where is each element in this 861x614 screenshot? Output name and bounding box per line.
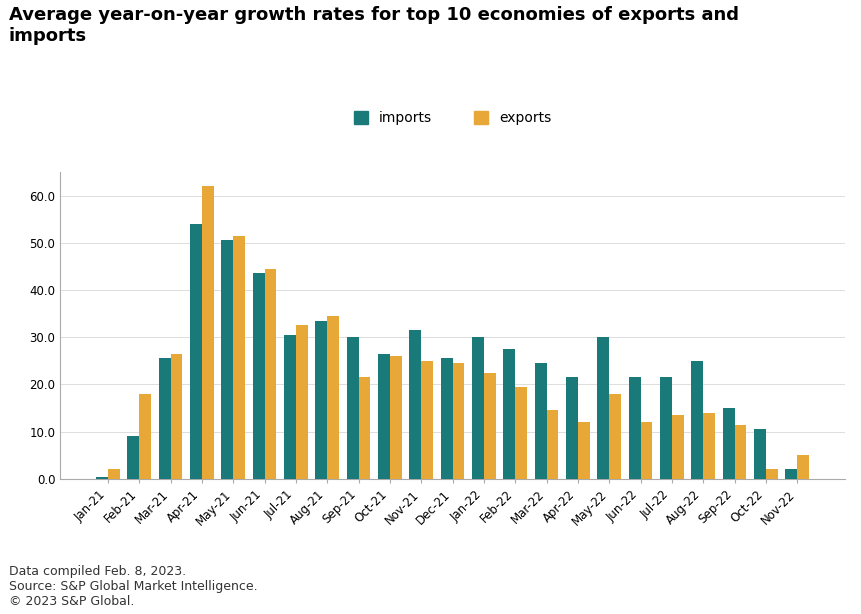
Bar xyxy=(283,335,295,479)
Legend: imports, exports: imports, exports xyxy=(354,111,550,125)
Bar xyxy=(597,337,609,479)
Bar xyxy=(327,316,338,479)
Bar xyxy=(96,476,108,479)
Bar xyxy=(221,241,233,479)
Bar xyxy=(472,337,483,479)
Bar xyxy=(189,224,201,479)
Bar xyxy=(515,387,527,479)
Bar xyxy=(796,456,808,479)
Bar xyxy=(753,429,765,479)
Bar xyxy=(534,363,546,479)
Bar xyxy=(158,359,170,479)
Bar xyxy=(628,378,640,479)
Bar xyxy=(139,394,151,479)
Bar xyxy=(503,349,515,479)
Bar xyxy=(170,354,183,479)
Text: Data compiled Feb. 8, 2023.
Source: S&P Global Market Intelligence.
© 2023 S&P G: Data compiled Feb. 8, 2023. Source: S&P … xyxy=(9,565,257,608)
Bar xyxy=(722,408,734,479)
Bar xyxy=(295,325,307,479)
Bar xyxy=(546,410,558,479)
Bar xyxy=(389,356,401,479)
Bar xyxy=(346,337,358,479)
Bar xyxy=(315,321,327,479)
Bar xyxy=(421,361,432,479)
Bar xyxy=(566,378,577,479)
Bar xyxy=(127,437,139,479)
Bar xyxy=(264,269,276,479)
Bar xyxy=(640,422,652,479)
Bar xyxy=(784,470,796,479)
Bar xyxy=(609,394,621,479)
Bar xyxy=(440,359,452,479)
Bar xyxy=(233,236,245,479)
Bar xyxy=(577,422,589,479)
Bar xyxy=(252,273,264,479)
Bar xyxy=(483,373,495,479)
Bar xyxy=(201,186,214,479)
Bar xyxy=(691,361,703,479)
Bar xyxy=(377,354,389,479)
Bar xyxy=(409,330,421,479)
Bar xyxy=(660,378,671,479)
Bar xyxy=(734,425,746,479)
Bar xyxy=(703,413,715,479)
Bar xyxy=(765,470,777,479)
Bar xyxy=(358,378,370,479)
Bar xyxy=(452,363,464,479)
Bar xyxy=(671,415,683,479)
Bar xyxy=(108,470,120,479)
Text: Average year-on-year growth rates for top 10 economies of exports and
imports: Average year-on-year growth rates for to… xyxy=(9,6,738,45)
